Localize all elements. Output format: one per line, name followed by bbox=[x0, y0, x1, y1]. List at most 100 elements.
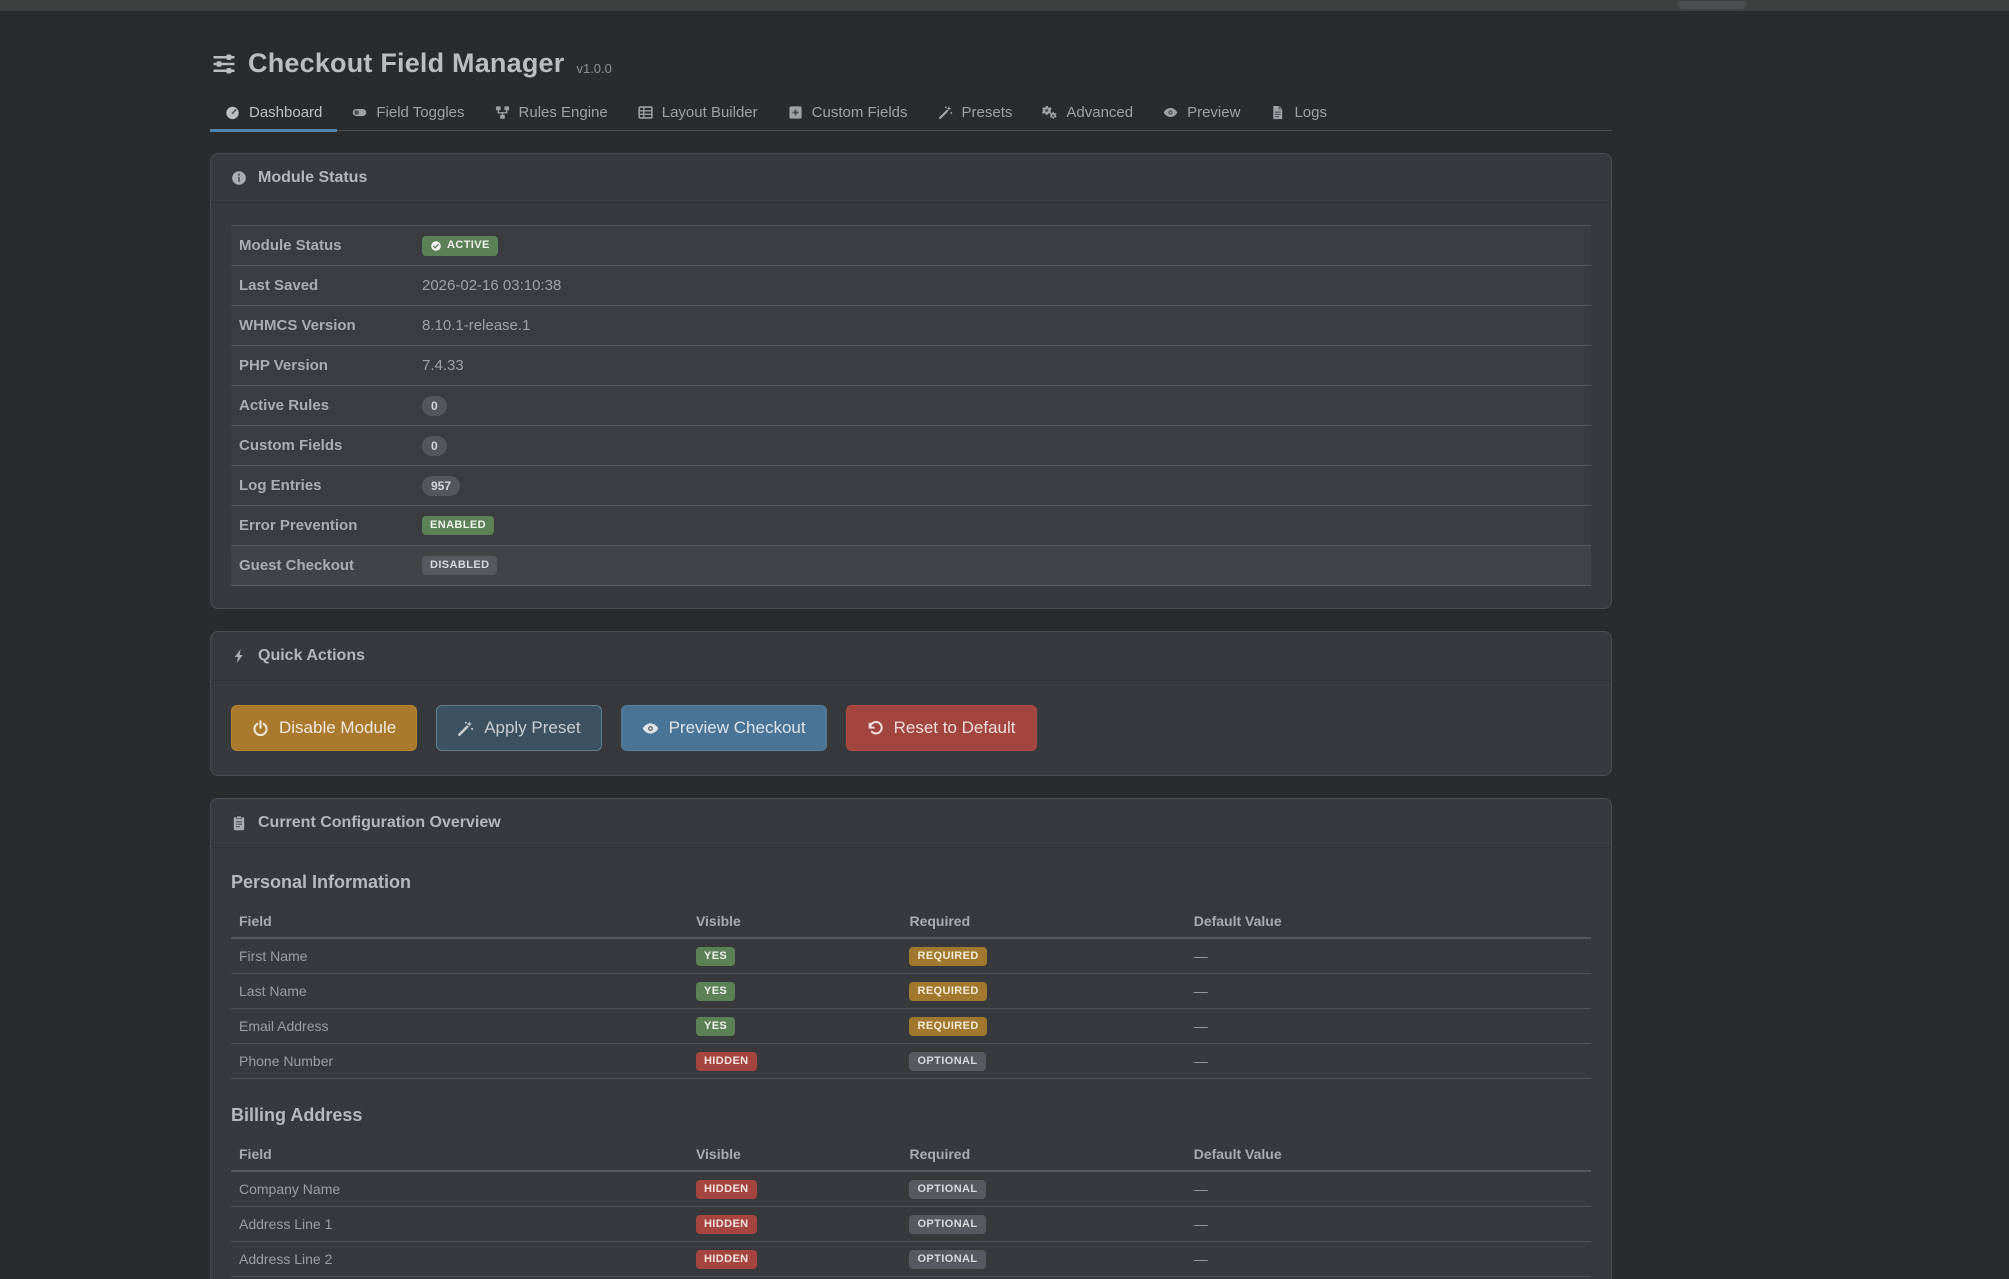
tachometer-icon bbox=[225, 105, 240, 120]
status-value: ENABLED bbox=[422, 516, 494, 535]
status-value: 2026-02-16 03:10:38 bbox=[422, 277, 562, 294]
disable-module-button[interactable]: Disable Module bbox=[231, 705, 418, 751]
wand-icon bbox=[457, 720, 474, 737]
module-status-card: Module Status Module Status ACTIVE Last … bbox=[210, 153, 1612, 609]
page-title: Checkout Field Manager bbox=[248, 48, 565, 78]
status-value: 957 bbox=[422, 475, 461, 496]
config-row: Last Name YES REQUIRED — bbox=[231, 973, 1591, 1009]
column-header: Default Value bbox=[1185, 1138, 1591, 1172]
tab-label: Rules Engine bbox=[518, 104, 608, 121]
default-value-cell: — bbox=[1185, 938, 1591, 974]
status-row: Error Prevention ENABLED bbox=[231, 506, 1591, 546]
tab-preview[interactable]: Preview bbox=[1148, 95, 1255, 132]
reset-default-button[interactable]: Reset to Default bbox=[845, 705, 1037, 751]
column-header: Field bbox=[231, 905, 688, 939]
field-name-cell: Company Name bbox=[231, 1171, 688, 1207]
tab-label: Presets bbox=[961, 104, 1013, 121]
table-icon bbox=[638, 105, 653, 120]
field-name-cell: Email Address bbox=[231, 1008, 688, 1044]
status-label: PHP Version bbox=[239, 357, 328, 374]
field-name-cell: Address Line 1 bbox=[231, 1206, 688, 1242]
tab-field-toggles[interactable]: Field Toggles bbox=[337, 95, 479, 132]
status-badge: ENABLED bbox=[422, 516, 494, 535]
tab-presets[interactable]: Presets bbox=[923, 95, 1028, 132]
diagram-icon bbox=[495, 105, 510, 120]
default-value-cell: — bbox=[1185, 1241, 1591, 1277]
config-row: Address Line 1 HIDDEN OPTIONAL — bbox=[231, 1206, 1591, 1242]
status-badge: ACTIVE bbox=[422, 235, 498, 256]
status-row: Guest Checkout DISABLED bbox=[231, 546, 1591, 586]
page-header: Checkout Field Manager v1.0.0 bbox=[212, 48, 1612, 79]
button-label: Apply Preset bbox=[484, 718, 581, 737]
default-value-cell: — bbox=[1185, 1043, 1591, 1079]
config-table-header-row: Field Visible Required Default Value bbox=[231, 1138, 1591, 1172]
default-value-cell: — bbox=[1185, 1008, 1591, 1044]
visible-badge: YES bbox=[695, 982, 736, 1001]
required-cell: REQUIRED bbox=[901, 973, 1186, 1009]
quick-actions-card-header: Quick Actions bbox=[211, 632, 1611, 681]
config-table: Field Visible Required Default Value First … bbox=[231, 905, 1591, 1079]
status-row: WHMCS Version 8.10.1-release.1 bbox=[231, 306, 1591, 346]
config-sections: Personal Information Field Visible Require… bbox=[211, 848, 1611, 1279]
quick-actions-buttons: Disable Module Apply Preset Preview Chec… bbox=[211, 681, 1611, 775]
count-pill: 0 bbox=[422, 435, 447, 456]
config-row: Phone Number HIDDEN OPTIONAL — bbox=[231, 1043, 1591, 1079]
status-label: Module Status bbox=[239, 237, 342, 254]
file-icon bbox=[1270, 105, 1285, 120]
button-label: Reset to Default bbox=[893, 718, 1016, 737]
required-badge: REQUIRED bbox=[909, 947, 987, 966]
tab-label: Field Toggles bbox=[376, 104, 465, 121]
tab-label: Advanced bbox=[1066, 104, 1134, 121]
tab-custom-fields[interactable]: Custom Fields bbox=[773, 95, 923, 132]
field-name-cell: First Name bbox=[231, 938, 688, 974]
quick-actions-card: Quick Actions Disable Module Apply Prese… bbox=[210, 631, 1612, 776]
status-label: Custom Fields bbox=[239, 437, 343, 454]
status-row: Module Status ACTIVE bbox=[231, 226, 1591, 266]
tab-rules-engine[interactable]: Rules Engine bbox=[480, 95, 623, 132]
status-label: WHMCS Version bbox=[239, 317, 356, 334]
scrollbar-thumb[interactable] bbox=[1678, 1, 1746, 9]
visible-badge: HIDDEN bbox=[695, 1250, 757, 1269]
bolt-icon bbox=[231, 648, 247, 664]
field-name-cell: City bbox=[231, 1276, 688, 1279]
required-badge: OPTIONAL bbox=[909, 1250, 986, 1269]
tab-advanced[interactable]: Advanced bbox=[1027, 95, 1148, 132]
tab-layout-builder[interactable]: Layout Builder bbox=[623, 95, 773, 132]
preview-checkout-button[interactable]: Preview Checkout bbox=[620, 705, 827, 751]
visible-cell: YES bbox=[687, 1008, 902, 1044]
module-status-table: Module Status ACTIVE Last Saved 2026-02-… bbox=[231, 225, 1591, 586]
status-row: PHP Version 7.4.33 bbox=[231, 346, 1591, 386]
status-label: Error Prevention bbox=[239, 517, 358, 534]
tab-label: Dashboard bbox=[249, 104, 323, 121]
status-value: 0 bbox=[422, 395, 447, 416]
visible-cell: YES bbox=[687, 973, 902, 1009]
required-badge: REQUIRED bbox=[909, 982, 987, 1001]
apply-preset-button[interactable]: Apply Preset bbox=[436, 705, 602, 751]
visible-badge: YES bbox=[695, 1017, 736, 1036]
required-cell: OPTIONAL bbox=[901, 1276, 1186, 1279]
count-pill: 0 bbox=[422, 395, 447, 416]
config-row: First Name YES REQUIRED — bbox=[231, 938, 1591, 974]
tab-logs[interactable]: Logs bbox=[1255, 95, 1342, 132]
toggle-icon bbox=[352, 105, 367, 120]
required-badge: OPTIONAL bbox=[909, 1052, 986, 1071]
column-header: Required bbox=[901, 905, 1186, 939]
visible-cell: HIDDEN bbox=[687, 1241, 902, 1277]
visible-badge: HIDDEN bbox=[695, 1180, 757, 1199]
tab-dashboard[interactable]: Dashboard bbox=[210, 95, 338, 132]
default-value-cell: — bbox=[1185, 973, 1591, 1009]
required-cell: OPTIONAL bbox=[901, 1206, 1186, 1242]
status-value: 8.10.1-release.1 bbox=[422, 317, 531, 334]
column-header: Default Value bbox=[1185, 905, 1591, 939]
wand-icon bbox=[938, 105, 953, 120]
status-label: Last Saved bbox=[239, 277, 319, 294]
config-overview-card-header: Current Configuration Overview bbox=[211, 799, 1611, 848]
tab-label: Layout Builder bbox=[661, 104, 758, 121]
module-status-card-title: Module Status bbox=[258, 169, 368, 186]
tab-label: Preview bbox=[1187, 104, 1241, 121]
config-row: Email Address YES REQUIRED — bbox=[231, 1008, 1591, 1044]
undo-icon bbox=[867, 720, 884, 737]
status-badge: DISABLED bbox=[422, 556, 498, 575]
status-row: Last Saved 2026-02-16 03:10:38 bbox=[231, 266, 1591, 306]
visible-cell: HIDDEN bbox=[687, 1206, 902, 1242]
